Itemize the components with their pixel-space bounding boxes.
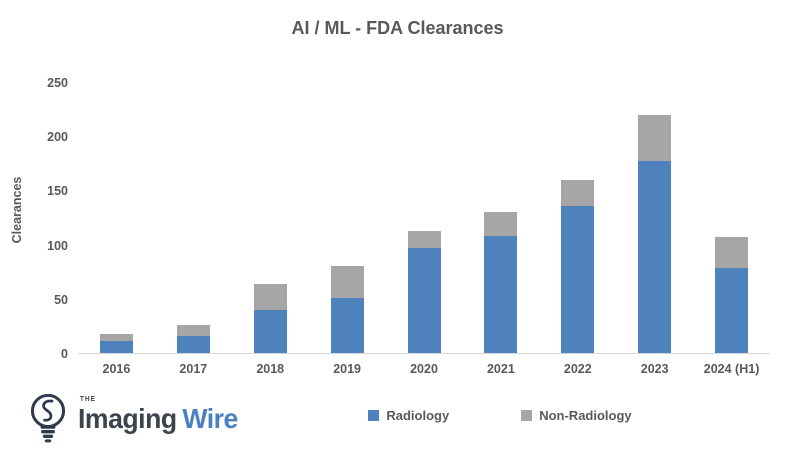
x-axis-labels: 2016 2017 2018 2019 2020 2021 2022 2023 2024 (H1… <box>78 362 770 376</box>
bar-segment-radiology <box>715 268 749 353</box>
bar-stack <box>253 283 287 353</box>
bars-row <box>78 83 770 353</box>
bar-stack <box>330 266 364 353</box>
bar-group-2017 <box>155 83 232 353</box>
y-tick-label: 100 <box>47 238 68 253</box>
bar-segment-non-radiology <box>484 212 518 236</box>
x-tick-label: 2017 <box>179 362 208 376</box>
x-tick-label: 2020 <box>410 362 438 376</box>
bar-stack <box>176 324 210 353</box>
x-tick-label: 2019 <box>333 362 362 376</box>
legend-label: Non-Radiology <box>539 407 632 423</box>
y-tick-label: 250 <box>47 76 68 90</box>
x-tick-label: 2024 (H1) <box>703 362 760 376</box>
bar-segment-radiology <box>176 335 210 353</box>
y-tick-label: 200 <box>47 130 68 145</box>
lightbulb-icon <box>30 393 66 443</box>
bar-segment-non-radiology <box>561 179 595 206</box>
y-tick-label: 0 <box>61 347 68 361</box>
bar-segment-non-radiology <box>99 333 133 342</box>
y-tick-label: 50 <box>54 292 68 307</box>
x-tick-label: 2016 <box>102 362 131 376</box>
bar-stack <box>638 114 672 353</box>
bar-segment-non-radiology <box>638 114 672 162</box>
bar-group-2022 <box>539 83 616 353</box>
bar-stack <box>484 212 518 353</box>
bar-group-2023 <box>616 83 693 353</box>
logo-text: THE Imaging Wire <box>78 396 238 435</box>
logo-imaging-text: Imaging <box>78 403 177 434</box>
legend-swatch-icon <box>368 409 380 421</box>
bar-segment-radiology <box>253 309 287 353</box>
plot-area <box>78 83 770 354</box>
legend-swatch-icon <box>521 409 533 421</box>
bar-stack <box>99 333 133 353</box>
y-tick-label: 150 <box>47 184 68 199</box>
bar-segment-radiology <box>561 205 595 353</box>
chart-title: AI / ML - FDA Clearances <box>291 18 504 38</box>
x-tick-label: 2023 <box>640 362 669 376</box>
imaging-wire-logo: THE Imaging Wire <box>22 388 246 450</box>
logo-the-text: THE <box>79 396 97 403</box>
bar-segment-radiology <box>484 235 518 353</box>
bar-segment-non-radiology <box>407 230 441 248</box>
bar-segment-radiology <box>99 341 133 353</box>
bar-group-2021 <box>462 83 539 353</box>
y-axis-ticks: 0 50 100 150 200 250 <box>22 76 68 361</box>
bar-segment-radiology <box>407 247 441 353</box>
bar-segment-radiology <box>638 161 672 353</box>
legend-item-non-radiology: Non-Radiology <box>521 407 632 423</box>
bar-segment-non-radiology <box>715 237 749 269</box>
bar-group-2018 <box>232 83 309 353</box>
bar-segment-non-radiology <box>176 324 210 336</box>
bar-stack <box>561 179 595 353</box>
legend-item-radiology: Radiology <box>368 408 449 423</box>
bar-stack <box>715 237 749 353</box>
bar-group-2019 <box>309 83 386 353</box>
bar-group-2016 <box>78 83 155 353</box>
logo-wire-text: Wire <box>182 403 238 434</box>
legend-label: Radiology <box>386 407 450 423</box>
x-tick-label: 2018 <box>256 362 285 376</box>
bar-segment-radiology <box>330 297 364 353</box>
bar-stack <box>407 230 441 353</box>
legend: Radiology Non-Radiology <box>300 405 700 425</box>
bar-segment-non-radiology <box>330 266 364 298</box>
bar-group-2024H1 <box>693 83 770 353</box>
x-tick-label: 2022 <box>563 362 592 376</box>
bar-group-2020 <box>386 83 463 353</box>
x-tick-label: 2021 <box>486 362 515 376</box>
bar-segment-non-radiology <box>253 283 287 310</box>
